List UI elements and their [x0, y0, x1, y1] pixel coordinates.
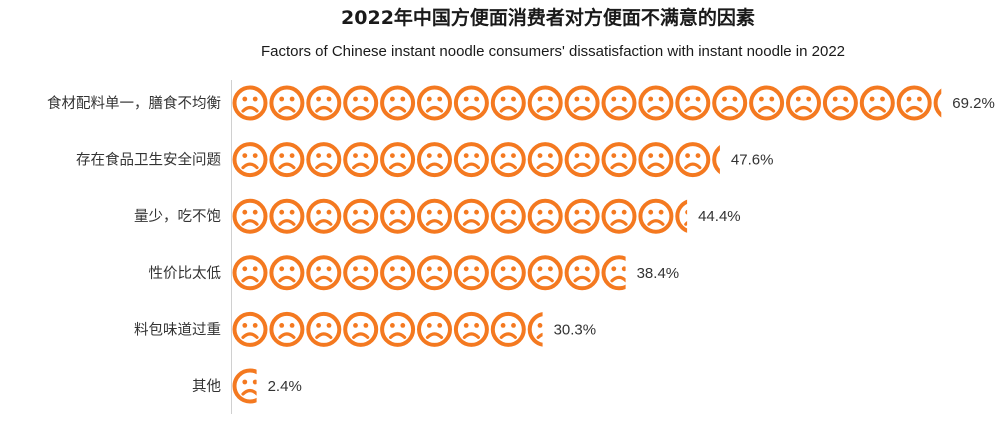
sad-face-icon	[269, 85, 305, 121]
bar	[232, 311, 543, 347]
sad-face-icon	[232, 368, 257, 404]
sad-face-icon	[232, 198, 268, 234]
bar	[232, 255, 626, 291]
sad-face-icon	[564, 198, 600, 234]
category-label: 存在食品卫生安全问题	[76, 151, 221, 169]
sad-face-icon	[306, 255, 342, 291]
sad-face-icon	[527, 142, 563, 178]
sad-face-icon	[343, 85, 379, 121]
bar-row: 性价比太低 38.4%	[149, 255, 680, 291]
value-label: 2.4%	[268, 378, 302, 395]
bar-row: 量少，吃不饱 44.4%	[134, 198, 741, 234]
bar-row: 其他 2.4%	[192, 368, 302, 404]
sad-face-icon	[343, 311, 379, 347]
sad-face-icon	[380, 85, 416, 121]
sad-face-icon	[380, 311, 416, 347]
sad-face-icon	[786, 85, 821, 121]
sad-face-icon	[601, 255, 626, 291]
value-label: 69.2%	[952, 95, 995, 112]
bar-row: 食材配料单一，膳食不均衡 69.2%	[47, 85, 995, 121]
sad-face-icon	[601, 85, 637, 121]
sad-face-icon	[527, 255, 563, 291]
sad-face-icon	[638, 85, 674, 121]
sad-face-icon	[232, 311, 268, 347]
sad-face-icon	[453, 311, 489, 347]
category-label: 其他	[192, 378, 221, 395]
sad-face-icon	[306, 142, 342, 178]
value-label: 47.6%	[731, 152, 774, 169]
sad-face-icon	[232, 85, 268, 121]
chart-subtitle: Factors of Chinese instant noodle consum…	[261, 43, 845, 60]
chart-title: 2022年中国方便面消费者对方便面不满意的因素	[341, 6, 755, 29]
sad-face-icon	[232, 255, 268, 291]
bar	[232, 368, 257, 404]
sad-face-icon	[453, 255, 489, 291]
sad-face-icon	[453, 198, 489, 234]
bar-row: 料包味道过重 30.3%	[134, 311, 597, 347]
bar-row: 存在食品卫生安全问题 47.6%	[76, 142, 774, 178]
sad-face-icon	[269, 142, 305, 178]
sad-face-icon	[417, 311, 452, 347]
value-label: 38.4%	[637, 265, 680, 282]
category-label: 食材配料单一，膳食不均衡	[47, 95, 221, 112]
category-label: 料包味道过重	[134, 321, 221, 338]
sad-face-icon	[675, 142, 711, 178]
bar	[232, 85, 942, 121]
sad-face-icon	[564, 255, 600, 291]
bar	[232, 142, 720, 178]
sad-face-icon	[749, 85, 785, 121]
sad-face-icon	[417, 255, 452, 291]
sad-face-icon	[306, 85, 342, 121]
sad-face-icon	[417, 142, 452, 178]
sad-face-icon	[380, 255, 416, 291]
category-label: 性价比太低	[149, 265, 222, 282]
sad-face-icon	[859, 85, 895, 121]
sad-face-icon	[712, 85, 748, 121]
sad-face-icon	[638, 198, 674, 234]
sad-face-icon	[675, 85, 711, 121]
sad-face-icon	[896, 85, 932, 121]
sad-face-icon	[527, 198, 563, 234]
sad-face-icon	[564, 85, 600, 121]
sad-face-icon	[417, 85, 452, 121]
category-label: 量少，吃不饱	[134, 208, 221, 225]
sad-face-icon	[380, 142, 416, 178]
sad-face-icon	[306, 311, 342, 347]
sad-face-icon	[269, 255, 305, 291]
sad-face-icon	[564, 142, 600, 178]
sad-face-icon	[490, 198, 526, 234]
sad-face-icon	[380, 198, 416, 234]
sad-face-icon	[490, 142, 526, 178]
sad-face-icon	[453, 85, 489, 121]
sad-face-icon	[453, 142, 489, 178]
sad-face-icon	[601, 142, 637, 178]
sad-face-icon	[490, 311, 526, 347]
sad-face-icon	[601, 198, 637, 234]
sad-face-icon	[343, 198, 379, 234]
bar	[232, 198, 688, 234]
sad-face-icon	[490, 255, 526, 291]
value-label: 44.4%	[698, 208, 741, 225]
sad-face-icon	[417, 198, 452, 234]
sad-face-icon	[269, 311, 305, 347]
sad-face-icon	[269, 198, 305, 234]
bars-group: 食材配料单一，膳食不均衡 69.2% 存在食品卫生安全问题 47.6% 量少，吃不饱 44…	[47, 85, 995, 404]
sad-face-icon	[527, 85, 563, 121]
sad-face-icon	[232, 142, 268, 178]
sad-face-icon	[306, 198, 342, 234]
sad-face-icon	[490, 85, 526, 121]
sad-face-icon	[343, 142, 379, 178]
sad-face-icon	[822, 85, 858, 121]
sad-face-icon	[343, 255, 379, 291]
sad-face-icon	[638, 142, 674, 178]
value-label: 30.3%	[554, 321, 597, 338]
